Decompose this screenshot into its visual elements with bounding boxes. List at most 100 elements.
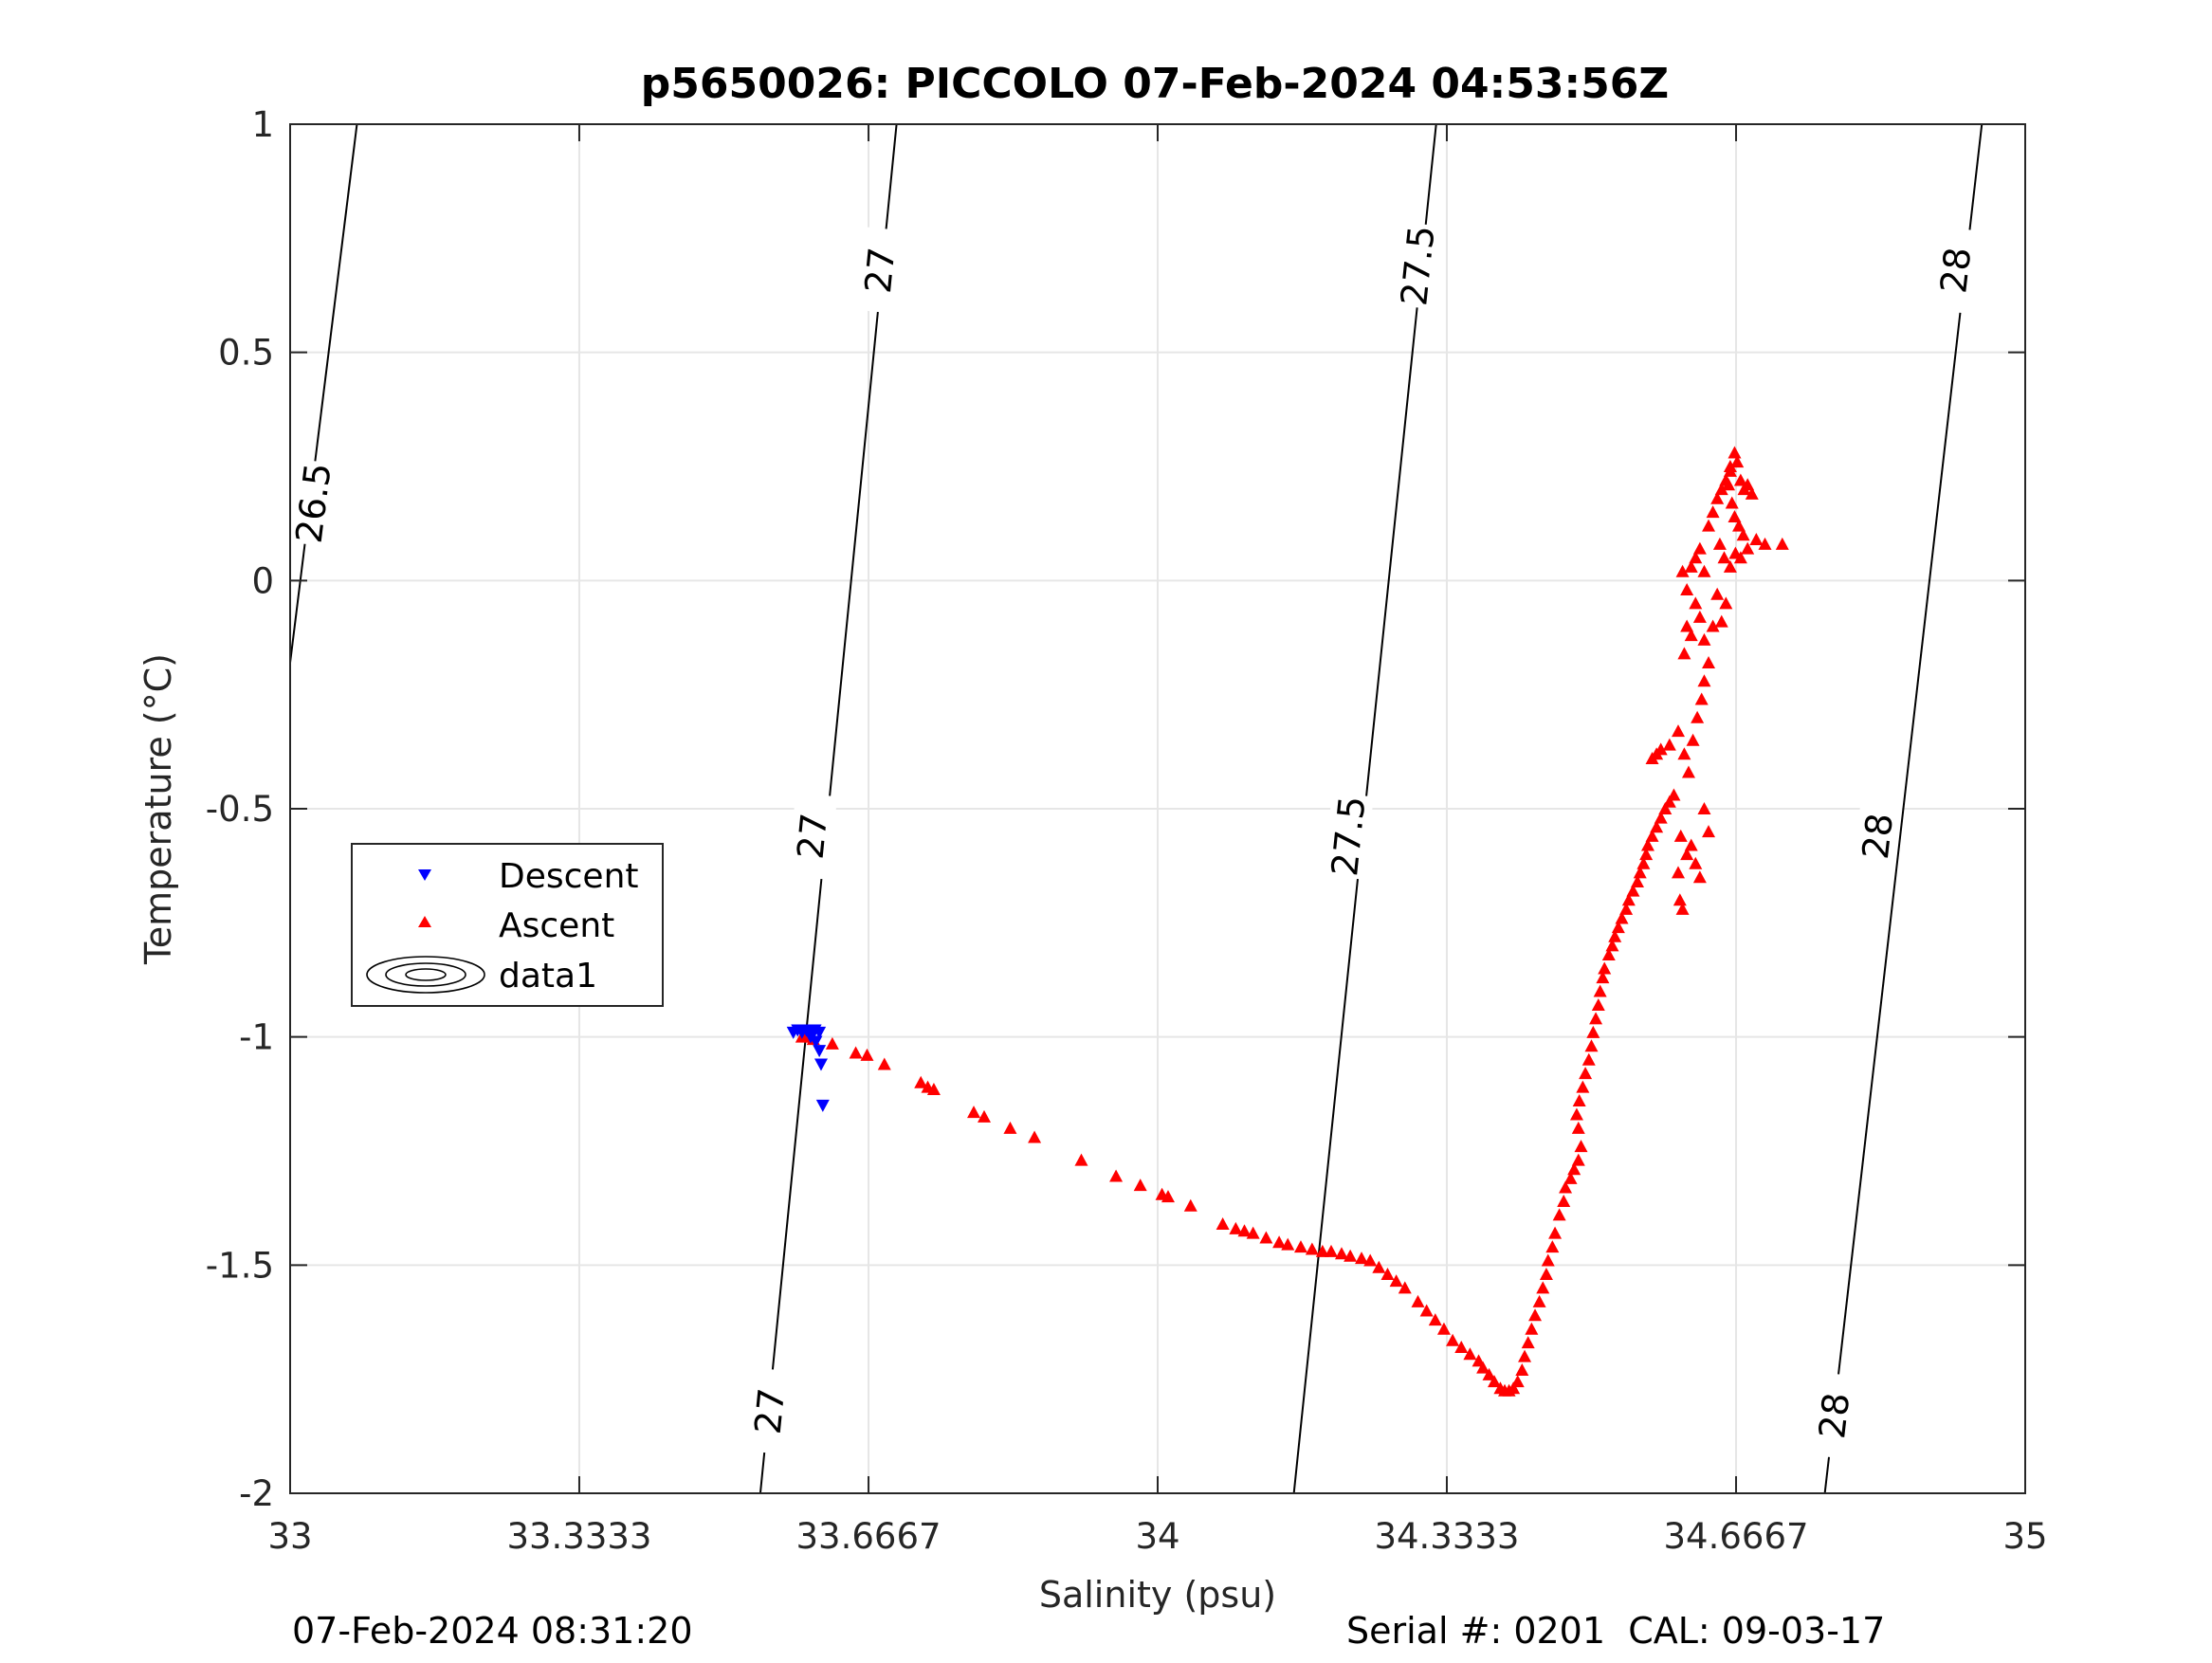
ascent-point — [1584, 1039, 1599, 1052]
ascent-point — [1677, 647, 1691, 660]
ascent-point — [1722, 478, 1736, 491]
ascent-point — [1723, 464, 1737, 477]
ascent-point — [1591, 997, 1605, 1011]
ascent-point — [1237, 1224, 1252, 1237]
ascent-point — [1640, 838, 1654, 851]
ascent-point — [1601, 948, 1616, 961]
contour-label-bg — [1852, 792, 1904, 881]
ascent-point — [1667, 788, 1681, 801]
ascent-point — [1681, 765, 1695, 778]
contour-label: 27.5 — [1393, 224, 1443, 308]
ascent-point — [849, 1046, 863, 1059]
contour-label-bg — [287, 459, 339, 547]
x-tick-label: 33.3333 — [506, 1516, 651, 1557]
ascent-point — [1697, 674, 1711, 687]
ascent-point — [1579, 1067, 1593, 1080]
ascent-point — [1684, 838, 1698, 851]
footer-timestamp: 07-Feb-2024 08:31:20 — [292, 1610, 693, 1652]
ascent-point — [1521, 1336, 1535, 1349]
legend-box — [351, 843, 664, 1007]
ascent-point — [1673, 829, 1688, 842]
ascent-point — [1528, 1308, 1543, 1322]
ascent-point — [1272, 1235, 1287, 1249]
ascent-point — [914, 1075, 928, 1088]
ascent-point — [1675, 564, 1690, 577]
ascent-point — [1689, 856, 1703, 869]
contour-line-26.5 — [289, 123, 358, 664]
ascent-point — [1532, 1294, 1546, 1307]
grid-lines — [290, 124, 2025, 1493]
contour-label: 27.5 — [1324, 795, 1374, 879]
contour-label: 26.5 — [288, 461, 339, 545]
contour-label: 28 — [1811, 1391, 1857, 1441]
ascent-point — [1636, 856, 1651, 869]
ascent-point — [1736, 528, 1750, 541]
descent-point — [814, 1058, 828, 1071]
ascent-point — [1216, 1217, 1230, 1231]
data-markers — [786, 446, 1789, 1397]
y-tick-label: 1 — [251, 104, 274, 145]
y-tick-label: 0 — [251, 560, 274, 601]
ascent-point — [1559, 1180, 1573, 1194]
ascent-point — [1598, 961, 1612, 975]
ascent-point — [1712, 537, 1727, 550]
ascent-point — [1109, 1169, 1124, 1182]
ascent-point — [1576, 1080, 1590, 1093]
contour-label-bg — [854, 227, 905, 314]
ascent-point — [1482, 1367, 1496, 1380]
ascent-point — [1281, 1237, 1295, 1251]
ascent-point — [1419, 1304, 1434, 1317]
ascent-point — [1596, 971, 1610, 984]
ascent-point — [1074, 1153, 1088, 1166]
ascent-point — [1567, 1162, 1581, 1176]
ascent-point — [978, 1109, 991, 1123]
ascent-point — [1702, 825, 1716, 838]
ascent-point — [1315, 1244, 1329, 1257]
ascent-point — [1725, 496, 1739, 509]
ascent-point — [1574, 1140, 1588, 1153]
ascent-point — [1476, 1361, 1490, 1374]
legend-entry-data1[interactable]: data1 — [366, 956, 597, 996]
contour-line-28 — [1823, 123, 1983, 1494]
y-tick-label: -0.5 — [206, 789, 274, 830]
ascent-point — [1548, 1226, 1563, 1239]
ascent-point — [1545, 1240, 1560, 1253]
x-tick-label: 34.6667 — [1664, 1516, 1809, 1557]
ascent-point — [1706, 619, 1720, 632]
x-tick-label: 34 — [1135, 1516, 1179, 1557]
ascent-point — [1741, 478, 1755, 491]
y-tick-label: 0.5 — [218, 333, 274, 374]
ascent-point — [1692, 610, 1707, 623]
ascent-point — [1758, 537, 1772, 550]
footer-serial-cal: Serial #: 0201 CAL: 09-03-17 — [1346, 1610, 1885, 1652]
ascent-point — [1706, 505, 1720, 519]
contour-label: 27 — [790, 812, 836, 861]
ascent-point — [1398, 1281, 1412, 1294]
legend[interactable]: Descent Ascent data1 — [351, 843, 664, 1007]
ascent-point — [1325, 1244, 1338, 1257]
ascent-point — [1662, 795, 1676, 808]
ascent-point — [860, 1048, 874, 1061]
ascent-point — [1677, 747, 1691, 760]
ascent-point — [1658, 802, 1673, 814]
legend-entry-descent[interactable]: Descent — [418, 857, 639, 896]
descent-point — [813, 1026, 827, 1039]
contour-label-bg — [1323, 792, 1374, 880]
ascent-point — [1654, 742, 1668, 756]
ascent-point — [1745, 486, 1759, 500]
ascent-point — [1380, 1267, 1395, 1280]
ascent-point — [1344, 1249, 1358, 1262]
ascent-point — [1611, 921, 1625, 934]
contour-label-bg — [744, 1367, 795, 1455]
density-contours: 26.5 27 27 27 27.5 27.5 28 28 28 — [287, 123, 1983, 1494]
x-tick-label: 35 — [2002, 1516, 2047, 1557]
ascent-point — [1733, 473, 1747, 486]
legend-entry-ascent[interactable]: Ascent — [418, 906, 614, 945]
ascent-point — [1723, 559, 1737, 573]
x-axis-label: Salinity (psu) — [1039, 1574, 1276, 1616]
y-tick-label: -2 — [239, 1473, 274, 1514]
ascent-point — [1702, 655, 1716, 668]
ascent-point — [1645, 829, 1659, 842]
axis-ticks: 33 33.3333 33.6667 34 34.3333 34.6667 35 1 0.5 0 -… — [206, 104, 2048, 1557]
contour-label-bg — [1393, 222, 1443, 310]
